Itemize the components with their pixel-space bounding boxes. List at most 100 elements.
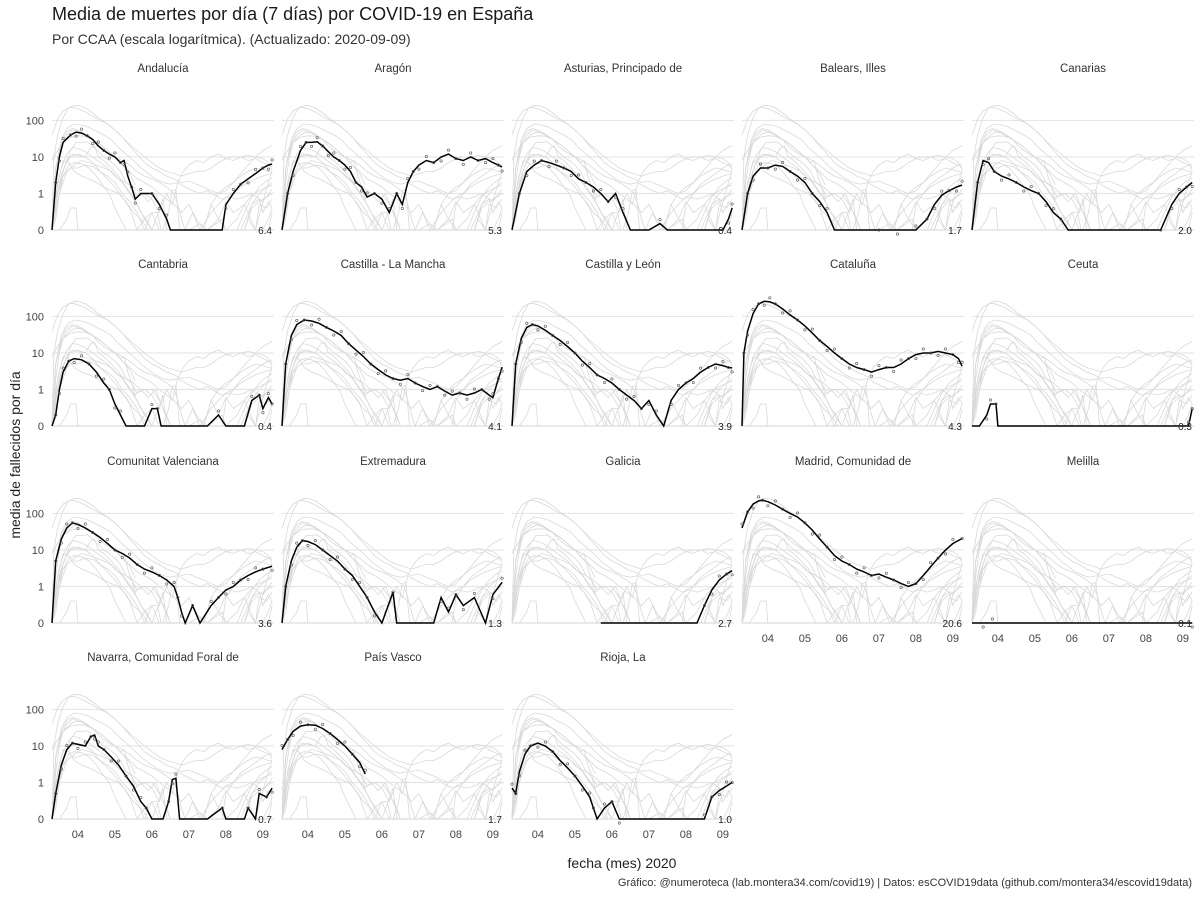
- data-point: [328, 558, 332, 562]
- panel-title: Melilla: [1067, 456, 1100, 468]
- background-series-line: [51, 141, 273, 231]
- data-point: [1190, 625, 1194, 629]
- data-point: [398, 382, 402, 386]
- x-tick-label: 07: [873, 633, 885, 645]
- background-series-line: [511, 712, 733, 820]
- data-point: [139, 796, 143, 800]
- data-point: [432, 161, 436, 165]
- data-point: [803, 328, 807, 332]
- background-series-line: [741, 528, 826, 579]
- data-point: [921, 577, 925, 581]
- data-point: [832, 347, 836, 351]
- panel-title: Canarias: [1060, 63, 1106, 75]
- background-series-line: [511, 720, 733, 820]
- data-point: [217, 595, 221, 599]
- data-point: [884, 571, 888, 575]
- end-value-label: 3.6: [258, 619, 272, 630]
- y-tick-label: 0: [38, 225, 44, 237]
- end-value-label: 2.7: [718, 619, 732, 630]
- background-series-line: [741, 358, 963, 427]
- data-point: [519, 340, 523, 344]
- data-point: [766, 166, 770, 170]
- panel: Castilla y León 3.9: [511, 259, 734, 433]
- data-point: [569, 174, 573, 178]
- data-point: [536, 745, 540, 749]
- background-series-line: [742, 207, 963, 231]
- data-point: [500, 369, 504, 373]
- data-point: [454, 593, 458, 597]
- panel-title: Asturias, Principado de: [564, 63, 682, 75]
- data-point: [929, 351, 933, 355]
- data-point: [428, 383, 432, 387]
- data-point: [461, 163, 465, 167]
- data-point: [746, 192, 750, 196]
- x-tick-label: 04: [532, 829, 544, 841]
- background-series-line: [511, 695, 733, 783]
- data-point: [480, 387, 484, 391]
- data-point: [540, 159, 544, 163]
- data-point: [89, 735, 93, 739]
- data-point: [1159, 228, 1163, 232]
- data-point: [781, 311, 785, 315]
- data-point: [960, 536, 964, 540]
- data-point: [231, 188, 235, 192]
- data-point: [483, 161, 487, 165]
- y-tick-label: 1: [38, 581, 44, 593]
- data-point: [947, 189, 951, 193]
- data-point: [614, 196, 618, 200]
- background-series-line: [511, 104, 733, 231]
- background-series-line: [51, 748, 273, 820]
- data-point: [284, 584, 288, 588]
- data-point: [70, 521, 74, 525]
- data-point: [57, 159, 61, 163]
- data-point: [289, 337, 293, 341]
- background-series-line: [511, 534, 733, 624]
- data-point: [684, 381, 688, 385]
- background-series-line: [51, 153, 273, 231]
- data-point: [280, 743, 284, 747]
- background-series-line: [511, 552, 733, 624]
- data-point: [906, 580, 910, 584]
- y-tick-label: 0: [38, 618, 44, 630]
- data-point: [580, 788, 584, 792]
- data-point: [532, 159, 536, 163]
- data-point: [324, 325, 328, 329]
- x-tick-label: 08: [220, 829, 232, 841]
- panel: Melilla 0.1 04 05 06 07 08 09: [971, 456, 1194, 645]
- data-point: [658, 218, 662, 222]
- panel-title: Balears, Illes: [820, 63, 886, 75]
- background-series-line: [281, 522, 503, 625]
- data-point: [702, 813, 706, 817]
- data-point: [588, 361, 592, 365]
- data-point: [788, 515, 792, 519]
- background-series-line: [282, 207, 503, 231]
- background-series-line: [971, 141, 1193, 231]
- x-tick-label: 04: [762, 633, 774, 645]
- series-line: [281, 319, 503, 427]
- data-point: [710, 592, 714, 596]
- background-series-line: [51, 718, 273, 821]
- panel: Aragón 5.3: [281, 63, 504, 237]
- background-series-line: [281, 546, 503, 624]
- background-series-line: [971, 499, 1193, 587]
- background-series-line: [281, 331, 366, 382]
- data-point: [332, 333, 336, 337]
- background-series-line: [511, 159, 733, 231]
- end-value-label: 4.3: [948, 422, 962, 433]
- data-point: [1187, 420, 1191, 424]
- background-series-line: [971, 552, 1193, 624]
- background-series-line: [511, 751, 733, 820]
- data-point: [167, 800, 171, 804]
- background-series-line: [281, 162, 503, 231]
- data-point: [83, 522, 87, 526]
- background-series-line: [281, 159, 503, 231]
- data-point: [295, 541, 299, 545]
- data-point: [113, 151, 117, 155]
- panel-title: Ceuta: [1068, 259, 1099, 271]
- series-line: [51, 131, 273, 231]
- data-point: [157, 207, 161, 211]
- data-point: [365, 595, 369, 599]
- data-point: [270, 402, 274, 406]
- data-point: [496, 376, 500, 380]
- background-series-line: [281, 748, 503, 820]
